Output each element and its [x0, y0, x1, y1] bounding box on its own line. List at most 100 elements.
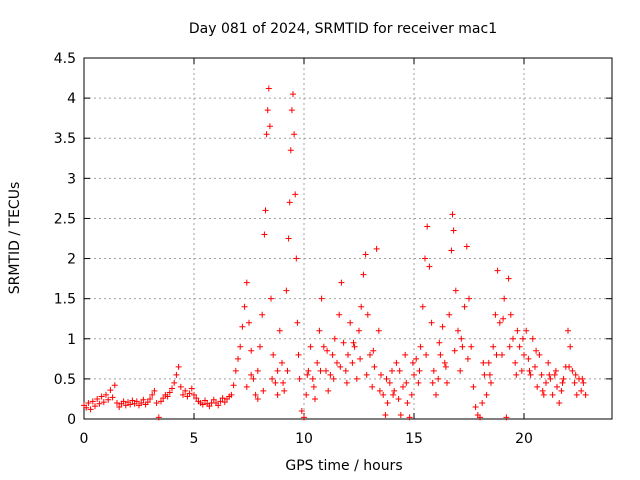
data-point — [578, 387, 585, 394]
data-point — [127, 401, 134, 408]
data-point — [89, 398, 96, 405]
data-point — [461, 303, 468, 310]
data-point — [338, 279, 345, 286]
data-point — [446, 311, 453, 318]
data-point — [572, 371, 579, 378]
data-point — [293, 255, 300, 262]
data-point — [413, 355, 420, 362]
data-point — [221, 399, 228, 406]
data-point — [533, 347, 540, 354]
data-point — [441, 359, 448, 366]
y-tick-label: 3.5 — [54, 131, 76, 147]
data-point — [230, 382, 237, 389]
y-tick-label: 2.5 — [54, 211, 76, 227]
data-point — [458, 335, 465, 342]
data-point — [363, 371, 370, 378]
data-point — [85, 399, 92, 406]
data-point — [83, 404, 90, 411]
data-point — [210, 396, 217, 403]
data-point — [356, 327, 362, 334]
data-point — [404, 399, 411, 406]
data-point — [565, 327, 571, 334]
data-point — [284, 367, 291, 374]
data-point — [254, 367, 261, 374]
data-point — [252, 391, 259, 398]
data-point — [164, 393, 171, 400]
data-point — [371, 363, 378, 370]
data-point — [380, 391, 387, 398]
data-point — [100, 399, 107, 406]
data-point — [295, 351, 302, 358]
data-point — [529, 335, 536, 342]
data-point — [449, 211, 456, 218]
data-point — [166, 389, 173, 396]
data-point — [411, 371, 417, 378]
data-point — [426, 263, 433, 270]
data-point — [202, 397, 208, 404]
data-point — [428, 319, 435, 326]
data-point — [191, 391, 197, 398]
data-point — [567, 343, 574, 350]
data-point — [527, 371, 534, 378]
data-point — [556, 399, 563, 406]
data-point — [248, 347, 255, 354]
data-point — [327, 371, 334, 378]
data-point — [265, 85, 272, 92]
data-point — [107, 387, 114, 394]
data-point — [309, 375, 316, 382]
data-point — [378, 371, 384, 378]
data-point — [186, 390, 193, 397]
data-point — [494, 267, 501, 274]
y-tick-label: 1.5 — [54, 292, 76, 308]
data-point — [347, 319, 354, 326]
data-point — [261, 231, 268, 238]
data-point — [481, 371, 488, 378]
data-point — [396, 367, 403, 374]
data-point — [340, 339, 347, 346]
data-point — [532, 363, 538, 370]
data-point — [470, 383, 477, 390]
data-point — [408, 391, 415, 398]
data-point — [505, 275, 512, 282]
data-point — [188, 385, 195, 392]
data-point — [105, 396, 112, 403]
data-point — [384, 399, 391, 406]
data-point — [122, 402, 129, 409]
axis-ticks: 0 0.5 1 1.5 2 2.5 3 3.5 4 4.5 0 5 10 15 20 — [54, 51, 612, 447]
data-point — [274, 391, 281, 398]
data-point — [436, 339, 443, 346]
data-point — [503, 414, 510, 421]
data-point — [543, 379, 549, 386]
data-point — [228, 391, 235, 398]
data-point — [389, 367, 395, 374]
data-point — [358, 303, 365, 310]
data-point — [492, 311, 499, 318]
data-point — [466, 295, 472, 302]
data-point — [468, 343, 475, 350]
data-point — [375, 327, 382, 334]
data-point — [312, 395, 318, 402]
data-point — [488, 379, 494, 386]
data-point — [149, 391, 156, 398]
x-tick-label: 20 — [515, 431, 533, 447]
grid-lines — [84, 58, 612, 419]
data-point — [272, 379, 279, 386]
data-point — [349, 359, 356, 366]
data-point — [336, 311, 343, 318]
data-point — [459, 343, 466, 350]
x-tick-label: 5 — [190, 431, 199, 447]
data-point — [506, 343, 513, 350]
data-point — [87, 406, 94, 413]
data-point — [523, 327, 530, 334]
data-point — [450, 227, 457, 234]
y-tick-label: 4 — [67, 91, 76, 107]
y-tick-label: 1 — [67, 332, 76, 348]
x-tick-label: 10 — [295, 431, 313, 447]
chart-title: Day 081 of 2024, SRMTID for receiver mac… — [189, 21, 497, 37]
plot-frame — [83, 57, 613, 420]
data-point — [406, 414, 413, 421]
data-point — [477, 414, 483, 421]
data-point — [463, 243, 470, 250]
data-point — [430, 367, 437, 374]
data-point — [373, 245, 380, 252]
